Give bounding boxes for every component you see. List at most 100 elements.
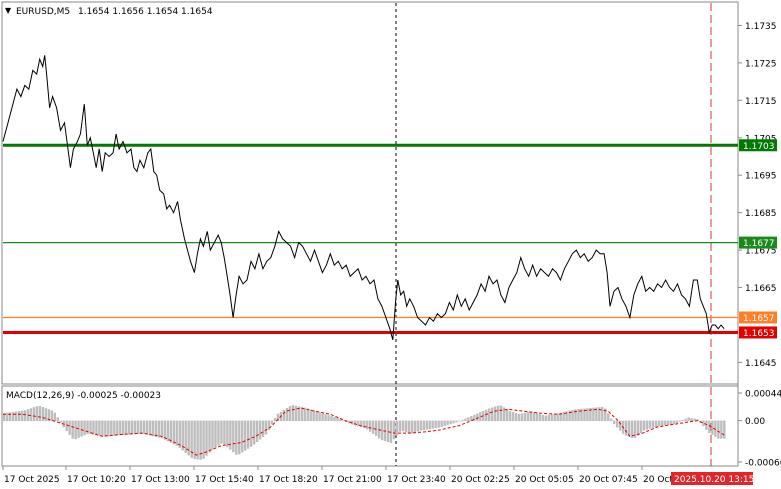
macd-bar (627, 420, 631, 437)
macd-bar (291, 405, 295, 422)
macd-bar (348, 420, 351, 424)
macd-bar (273, 418, 277, 422)
macd-bar (303, 407, 306, 422)
price-chart-area[interactable] (2, 55, 725, 341)
macd-bar (461, 419, 464, 422)
macd-bar (56, 417, 59, 422)
current-time-label: 2025.10.20 13:15 (674, 475, 754, 485)
macd-bar (392, 420, 396, 440)
macd-bar (321, 413, 324, 422)
price-tick-label: 1.1735 (745, 22, 777, 32)
macd-bar (684, 418, 687, 422)
macd-bar (366, 420, 369, 430)
macd-bar (592, 407, 595, 422)
macd-bar (208, 420, 211, 453)
macd-bar (169, 420, 173, 443)
macd-bar (267, 420, 271, 430)
macd-bar (172, 420, 176, 445)
macd-bar (714, 420, 717, 437)
macd-bar (288, 406, 292, 422)
macd-bar (395, 420, 399, 436)
macd-bar (20, 410, 24, 422)
macd-bar (720, 420, 723, 439)
macd-bar (440, 420, 443, 428)
macd-bar (565, 411, 568, 422)
macd-bar (142, 420, 146, 434)
macd-bar (630, 420, 634, 438)
level-lines (3, 143, 738, 334)
macd-bar (187, 420, 190, 456)
macd-bar (369, 420, 372, 432)
price-pane-frame (1, 1, 739, 385)
macd-bar (410, 420, 414, 434)
macd-bar (74, 420, 77, 440)
macd-bar (681, 419, 684, 422)
price-tick-label: 1.1645 (745, 359, 777, 369)
macd-bar (523, 412, 527, 422)
macd-bar (443, 420, 446, 427)
macd-bar (645, 420, 649, 430)
macd-bar (511, 412, 515, 422)
macd-bar (363, 420, 366, 429)
macd-bar (470, 416, 473, 422)
macd-bar (71, 420, 74, 439)
macd-bar (532, 412, 536, 422)
macd-bar (261, 420, 265, 437)
macd-bar (5, 412, 9, 422)
macd-bar (196, 420, 199, 460)
macd-bar (723, 420, 726, 439)
macd-tick-label: 0.00 (745, 417, 765, 427)
macd-bar (133, 420, 137, 435)
macd-bar (232, 420, 235, 453)
macd-bar (624, 420, 628, 436)
macd-bar (708, 420, 711, 434)
macd-bar (529, 411, 533, 422)
macd-bar (618, 420, 622, 431)
macd-bar (666, 420, 669, 425)
macd-bar (556, 413, 559, 422)
macd-bar (455, 420, 458, 423)
macd-bar (309, 409, 312, 422)
macd-bar (508, 411, 512, 422)
macd-bar (14, 411, 18, 422)
macd-bar (431, 420, 434, 429)
macd-bar (669, 420, 672, 425)
macd-bar (550, 414, 553, 422)
macd-bar (101, 420, 104, 437)
macd-bar (136, 420, 140, 434)
macd-bar (544, 415, 547, 422)
macd-bar (163, 420, 167, 440)
level-tag-green-upper: 1.1703 (739, 139, 777, 152)
macd-bar (151, 420, 155, 437)
macd-bar (404, 420, 408, 433)
macd-bar (258, 420, 262, 440)
macd-bar (476, 413, 479, 422)
macd-bar (491, 407, 494, 422)
header-arrow-icon[interactable]: ▼ (5, 6, 12, 15)
price-tick-label: 1.1675 (745, 247, 777, 257)
macd-bar (241, 420, 244, 453)
macd-bar (610, 418, 613, 422)
time-tick-label: 17 Oct 15:40 (195, 475, 254, 485)
macd-bar (226, 420, 229, 448)
time-tick-label: 20 Oct 02:25 (451, 475, 510, 485)
macd-bar (312, 410, 315, 422)
macd-bar (675, 420, 678, 423)
macd-bar (324, 414, 327, 422)
macd-bar (80, 420, 83, 437)
macd-pane[interactable] (3, 405, 726, 460)
macd-bar (178, 420, 181, 448)
macd-bar (116, 420, 119, 436)
macd-bar (541, 414, 544, 422)
macd-bar (711, 420, 714, 435)
macd-bar (452, 420, 455, 424)
macd-bar (23, 410, 27, 422)
macd-bar (601, 406, 604, 422)
macd-bar (125, 420, 128, 435)
macd-bar (360, 420, 363, 428)
macd-bar (139, 420, 143, 434)
macd-bar (690, 418, 693, 422)
macd-bar (425, 420, 428, 430)
macd-bar (184, 420, 187, 453)
